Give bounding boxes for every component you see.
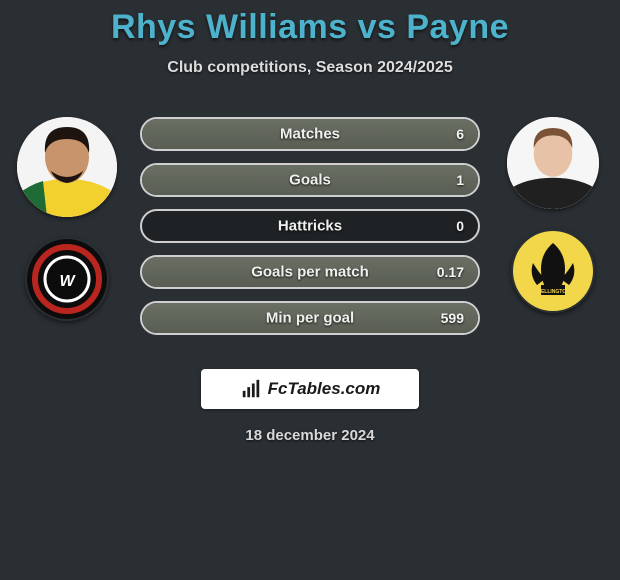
phoenix-badge-icon: WELLINGTON xyxy=(511,229,595,313)
player-left-column: W xyxy=(12,113,122,321)
stat-value-right: 1 xyxy=(456,172,464,188)
comparison-card: Rhys Williams vs Payne Club competitions… xyxy=(0,0,620,580)
wanderers-badge-icon: W xyxy=(25,237,109,321)
stat-row: Goals per match 0.17 xyxy=(140,255,480,289)
player-left-avatar xyxy=(17,117,117,217)
player-right-avatar xyxy=(507,117,599,209)
stat-value-right: 6 xyxy=(456,126,464,142)
stat-row: Min per goal 599 xyxy=(140,301,480,335)
player-right-column: WELLINGTON xyxy=(498,113,608,313)
subtitle: Club competitions, Season 2024/2025 xyxy=(0,59,620,77)
stat-row: Hattricks 0 xyxy=(140,209,480,243)
stat-label: Min per goal xyxy=(266,310,354,327)
body-row: W Matches 6 Goals 1 Hattricks 0 Goals per matc… xyxy=(0,113,620,335)
stat-label: Hattricks xyxy=(278,218,342,235)
date-line: 18 december 2024 xyxy=(0,427,620,444)
stat-label: Matches xyxy=(280,126,340,143)
brand-box[interactable]: FcTables.com xyxy=(201,369,419,409)
player-right-club-badge: WELLINGTON xyxy=(511,229,595,313)
stat-row: Goals 1 xyxy=(140,163,480,197)
stat-label: Goals per match xyxy=(251,264,369,281)
stat-value-right: 599 xyxy=(441,310,464,326)
player-left-club-badge: W xyxy=(25,237,109,321)
player-right-avatar-svg xyxy=(507,117,599,209)
stat-label: Goals xyxy=(289,172,331,189)
stats-column: Matches 6 Goals 1 Hattricks 0 Goals per match 0… xyxy=(140,113,480,335)
page-title: Rhys Williams vs Payne xyxy=(0,8,620,47)
brand-text: FcTables.com xyxy=(268,379,381,399)
svg-text:W: W xyxy=(59,273,76,290)
chart-icon xyxy=(240,378,262,400)
stat-row: Matches 6 xyxy=(140,117,480,151)
stat-value-right: 0 xyxy=(456,218,464,234)
player-left-avatar-svg xyxy=(17,117,117,217)
svg-text:WELLINGTON: WELLINGTON xyxy=(536,289,570,295)
stat-value-right: 0.17 xyxy=(437,264,464,280)
